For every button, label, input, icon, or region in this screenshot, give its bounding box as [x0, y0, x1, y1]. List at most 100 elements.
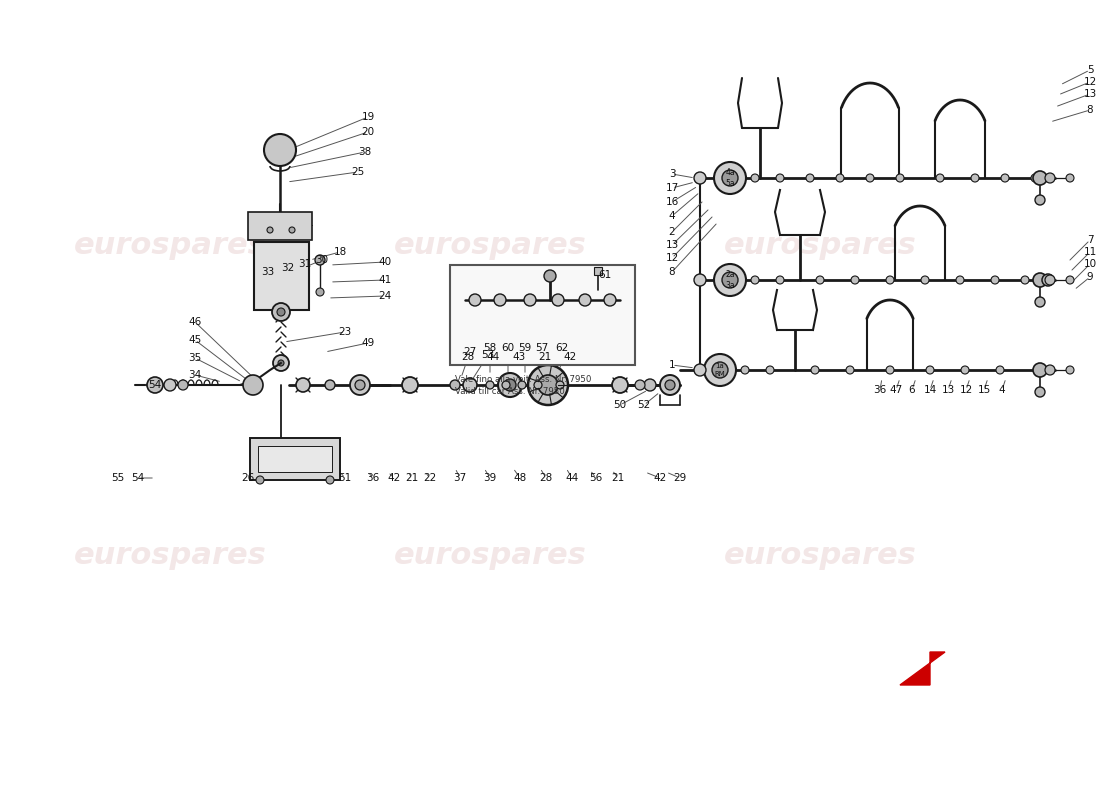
Circle shape — [896, 174, 904, 182]
Circle shape — [315, 255, 324, 265]
Text: eurospares: eurospares — [394, 230, 586, 259]
Text: 60: 60 — [502, 343, 515, 353]
Circle shape — [1045, 365, 1055, 375]
Text: 27: 27 — [463, 347, 476, 357]
Text: 58: 58 — [483, 343, 496, 353]
Circle shape — [635, 380, 645, 390]
Text: eurospares: eurospares — [724, 541, 916, 570]
Text: 13: 13 — [1084, 89, 1097, 99]
Circle shape — [604, 294, 616, 306]
Text: Valid till car Ass. Nr. 7950: Valid till car Ass. Nr. 7950 — [455, 386, 564, 395]
Circle shape — [612, 377, 628, 393]
Circle shape — [956, 276, 964, 284]
Text: 1: 1 — [669, 360, 675, 370]
Circle shape — [1034, 366, 1042, 374]
Circle shape — [694, 172, 706, 184]
Text: 55: 55 — [111, 473, 124, 483]
Text: 24: 24 — [378, 291, 392, 301]
Circle shape — [289, 227, 295, 233]
Text: 28: 28 — [461, 352, 474, 362]
Circle shape — [1033, 171, 1047, 185]
Circle shape — [926, 366, 934, 374]
Text: 12: 12 — [666, 253, 679, 263]
Circle shape — [317, 449, 323, 455]
Circle shape — [660, 375, 680, 395]
Bar — [450, 265, 635, 365]
Text: 54: 54 — [131, 473, 144, 483]
Text: Vale fino alla veit. Ass. Nr. 7950: Vale fino alla veit. Ass. Nr. 7950 — [455, 374, 592, 383]
Text: 23: 23 — [339, 327, 352, 337]
Text: 35: 35 — [188, 353, 201, 363]
Circle shape — [450, 380, 460, 390]
Circle shape — [1066, 276, 1074, 284]
Circle shape — [644, 379, 656, 391]
Circle shape — [722, 272, 738, 288]
Text: 4: 4 — [999, 385, 1005, 395]
Circle shape — [921, 276, 929, 284]
Circle shape — [751, 174, 759, 182]
Circle shape — [164, 379, 176, 391]
Circle shape — [1035, 387, 1045, 397]
Bar — [254, 242, 309, 310]
Text: 12: 12 — [959, 385, 972, 395]
Bar — [258, 446, 332, 472]
Circle shape — [243, 375, 263, 395]
Circle shape — [1042, 274, 1054, 286]
Circle shape — [851, 276, 859, 284]
Circle shape — [544, 270, 556, 282]
Circle shape — [267, 227, 273, 233]
Text: 13: 13 — [942, 385, 955, 395]
Text: 41: 41 — [378, 275, 392, 285]
Circle shape — [694, 364, 706, 376]
Circle shape — [178, 380, 188, 390]
Text: 4: 4 — [669, 211, 675, 221]
Text: 6: 6 — [909, 385, 915, 395]
Text: 36: 36 — [366, 473, 379, 483]
Text: 32: 32 — [282, 263, 295, 273]
Circle shape — [971, 174, 979, 182]
Circle shape — [1031, 174, 1040, 182]
Circle shape — [751, 276, 759, 284]
Text: 2: 2 — [669, 227, 675, 237]
Text: 14: 14 — [923, 385, 936, 395]
Text: 54: 54 — [148, 380, 162, 390]
Circle shape — [528, 365, 568, 405]
Text: 39: 39 — [483, 473, 496, 483]
Circle shape — [262, 449, 268, 455]
Text: 57: 57 — [536, 343, 549, 353]
Circle shape — [262, 461, 268, 467]
Circle shape — [518, 381, 526, 389]
Text: 25: 25 — [351, 167, 364, 177]
Text: 43: 43 — [513, 352, 526, 362]
Text: 13: 13 — [666, 240, 679, 250]
Text: 21: 21 — [538, 352, 551, 362]
Circle shape — [1033, 363, 1047, 377]
Circle shape — [816, 276, 824, 284]
Text: 30: 30 — [316, 255, 329, 265]
Circle shape — [534, 381, 542, 389]
Circle shape — [741, 366, 749, 374]
Text: 11: 11 — [1084, 247, 1097, 257]
Circle shape — [886, 366, 894, 374]
Circle shape — [836, 174, 844, 182]
Circle shape — [996, 366, 1004, 374]
Circle shape — [961, 366, 969, 374]
Circle shape — [846, 366, 854, 374]
Circle shape — [704, 354, 736, 386]
Bar — [250, 438, 340, 480]
Circle shape — [714, 264, 746, 296]
Text: 34: 34 — [188, 370, 201, 380]
Circle shape — [355, 380, 365, 390]
Circle shape — [469, 294, 481, 306]
Circle shape — [296, 378, 310, 392]
Text: 17: 17 — [666, 183, 679, 193]
Bar — [594, 267, 602, 275]
Text: 52: 52 — [637, 400, 650, 410]
Text: 61: 61 — [598, 270, 612, 280]
Text: eurospares: eurospares — [724, 230, 916, 259]
Text: 4a
5a: 4a 5a — [725, 168, 735, 188]
Circle shape — [147, 377, 163, 393]
Circle shape — [524, 294, 536, 306]
Circle shape — [1045, 275, 1055, 285]
Text: 29: 29 — [673, 473, 686, 483]
